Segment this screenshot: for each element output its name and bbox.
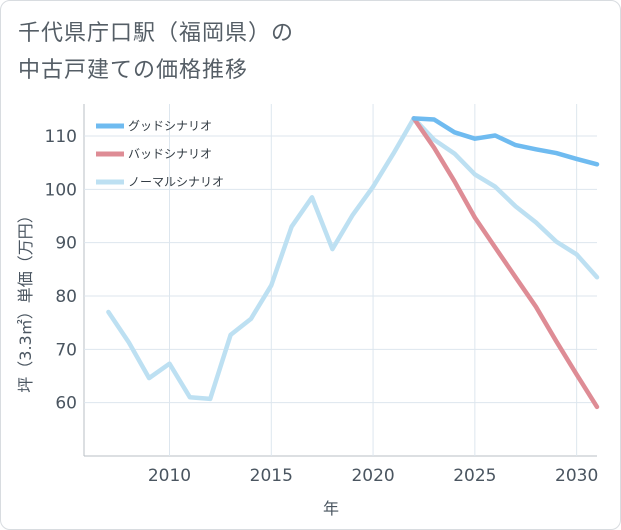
series-line-3 xyxy=(106,116,600,402)
chart-title: 千代県庁口駅（福岡県）の 中古戸建ての価格推移 xyxy=(18,15,458,89)
y-tick-label: 100 xyxy=(45,180,77,200)
y-axis-label: 坪（3.3㎡）単価（万円） xyxy=(16,207,35,392)
x-axis-label: 年 xyxy=(323,499,339,518)
y-tick-label: 60 xyxy=(55,394,77,414)
grid-lines xyxy=(83,104,597,457)
tick-labels: 60 70 80 90 100 110 2010 2015 2020 2025 2030 xyxy=(45,127,599,486)
x-tick-label: 2015 xyxy=(250,466,293,486)
chart-title-line-1: 千代県庁口駅（福岡県）の xyxy=(18,21,295,46)
y-tick-label: 110 xyxy=(45,127,77,147)
y-tick-label: 90 xyxy=(55,234,77,254)
chart-title-line-2: 中古戸建ての価格推移 xyxy=(18,58,249,83)
legend-label: バッドシナリオ xyxy=(128,147,212,161)
legend-label: グッドシナリオ xyxy=(128,119,212,133)
series-line-1 xyxy=(411,116,600,167)
x-tick-label: 2025 xyxy=(453,466,496,486)
y-tick-label: 80 xyxy=(55,287,77,307)
series-line-2 xyxy=(411,116,600,410)
series-lines xyxy=(106,116,600,410)
y-tick-label: 70 xyxy=(55,340,77,360)
x-tick-label: 2020 xyxy=(351,466,394,486)
x-tick-label: 2030 xyxy=(555,466,598,486)
x-tick-label: 2010 xyxy=(148,466,191,486)
legend-label: ノーマルシナリオ xyxy=(128,175,224,189)
